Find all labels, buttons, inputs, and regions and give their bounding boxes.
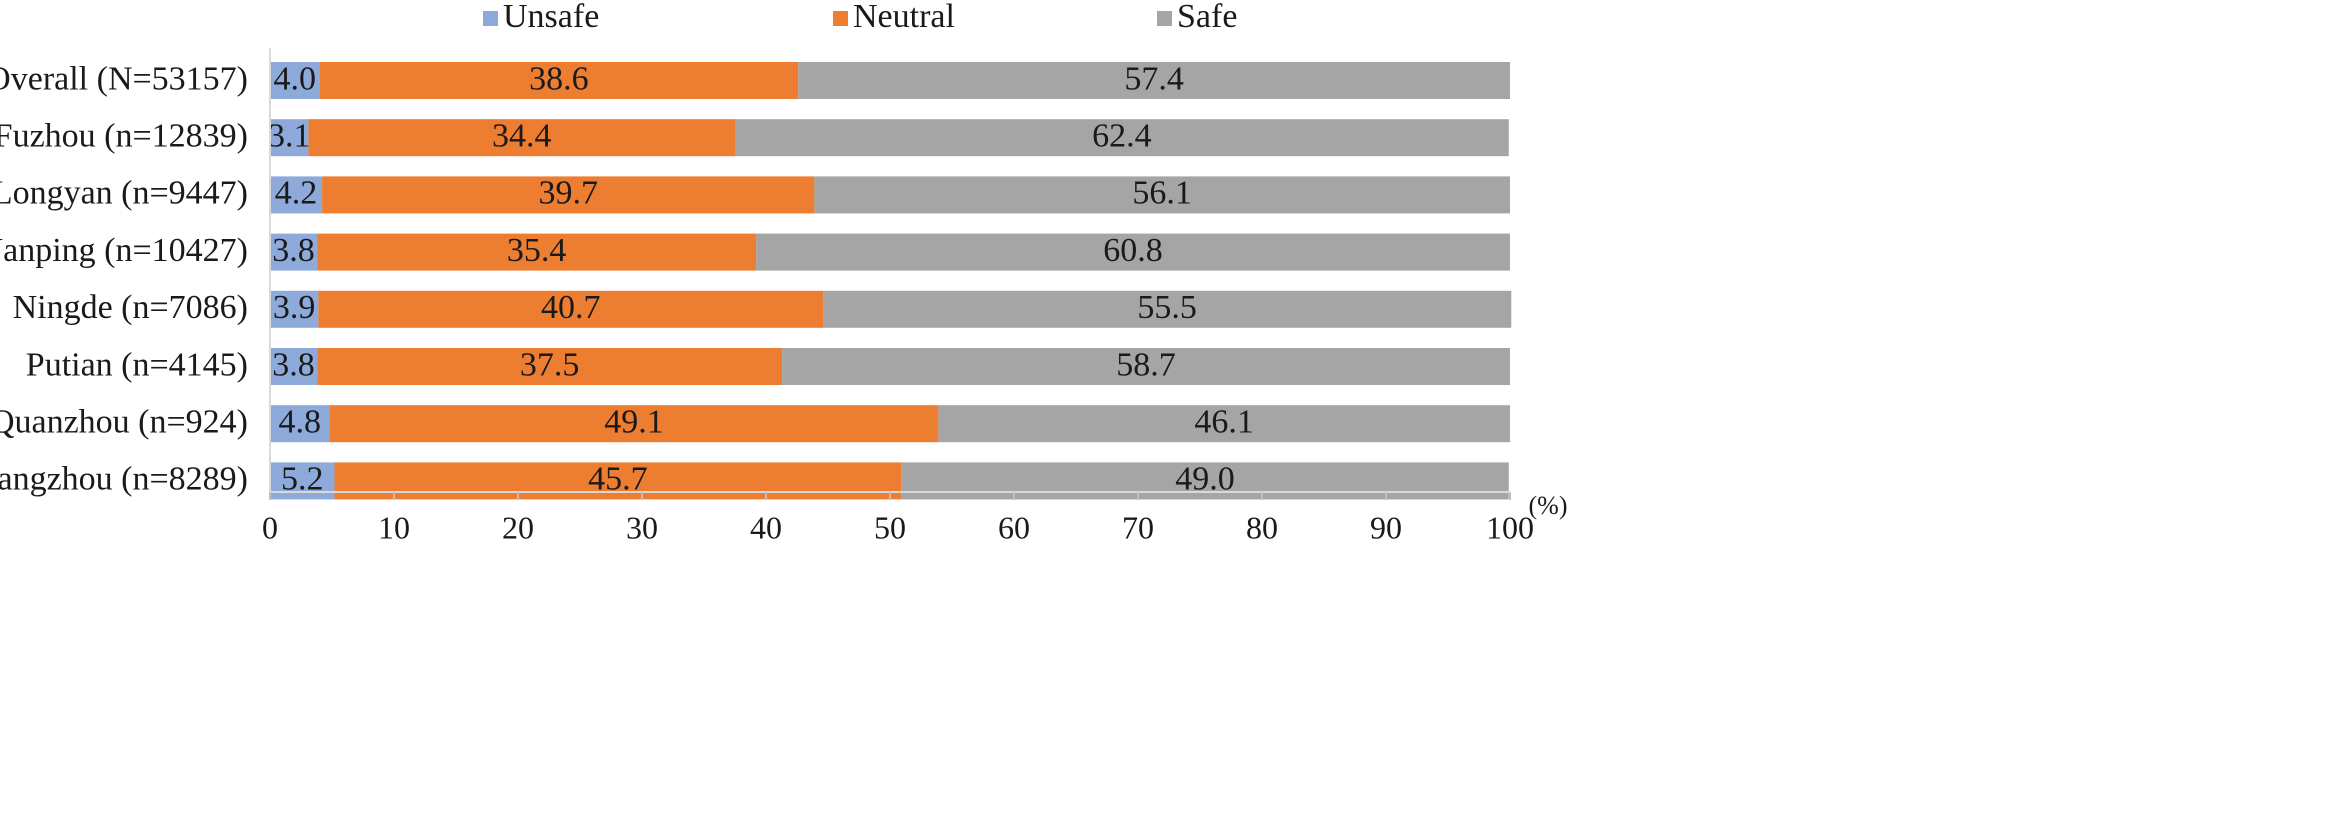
bar-segment-unsafe <box>270 405 330 443</box>
bar-segment-safe <box>814 176 1510 214</box>
x-tick-label: 90 <box>1370 509 1402 545</box>
category-label: Zhangzhou (n=8289) <box>0 461 248 498</box>
bar-segment-neutral <box>318 290 824 328</box>
data-label: 60.8 <box>1103 232 1163 269</box>
legend-item-safe: Safe <box>1157 0 1237 35</box>
bar-row: 3.1 34.4 62.4 <box>268 117 1509 157</box>
x-tick-label: 30 <box>626 509 658 545</box>
data-label: 3.9 <box>273 289 316 326</box>
x-tick-label: 0 <box>262 509 278 545</box>
category-label: Quanzhou (n=924) <box>0 403 248 440</box>
x-tick-label: 60 <box>998 509 1030 545</box>
category-label: Overall (N=53157) <box>0 60 248 97</box>
bar-segment-unsafe <box>270 119 309 157</box>
category-label: Fuzhou (n=12839) <box>0 117 248 154</box>
legend-label: Neutral <box>853 0 955 35</box>
bar-segment-safe <box>938 405 1510 443</box>
data-label: 58.7 <box>1116 346 1176 383</box>
x-tick-label: 70 <box>1122 509 1154 545</box>
x-tick-label: 50 <box>874 509 906 545</box>
data-label: 62.4 <box>1092 117 1152 154</box>
bar-segment-neutral <box>334 462 902 500</box>
data-label: 40.7 <box>541 289 601 326</box>
data-label: 39.7 <box>538 175 598 212</box>
legend-swatch <box>1157 11 1172 26</box>
data-label: 4.0 <box>274 60 317 97</box>
data-label: 3.1 <box>268 117 311 154</box>
bar-segment-neutral <box>319 62 799 99</box>
category-label: Nanping (n=10427) <box>0 232 248 269</box>
x-unit-label: (%) <box>1529 491 1568 520</box>
bar-segment-neutral <box>317 233 757 271</box>
legend-swatch <box>483 11 498 26</box>
bar-row: 5.2 45.7 49.0 <box>270 461 1509 500</box>
bar-segment-unsafe <box>270 176 323 214</box>
bar-segment-unsafe <box>270 462 335 500</box>
legend-label: Safe <box>1177 0 1237 35</box>
bar-segment-neutral <box>308 119 735 157</box>
bar-segment-safe <box>735 119 1509 157</box>
bar-segment-safe <box>823 290 1512 328</box>
category-labels: Overall (N=53157) Fuzhou (n=12839) Longyan… <box>0 60 248 497</box>
legend-item-neutral: Neutral <box>833 0 955 35</box>
data-label: 38.6 <box>529 60 589 97</box>
x-tick-label: 100 <box>1486 509 1534 545</box>
data-label: 49.1 <box>604 403 664 440</box>
category-label: Longyan (n=9447) <box>0 175 248 212</box>
bar-segment-safe <box>798 62 1510 99</box>
data-label: 35.4 <box>507 232 567 269</box>
x-tick-label: 10 <box>378 509 410 545</box>
bar-row: 4.0 38.6 57.4 <box>270 60 1510 99</box>
data-label: 3.8 <box>272 232 315 269</box>
x-tick-label: 40 <box>750 509 782 545</box>
legend-item-unsafe: Unsafe <box>483 0 599 35</box>
bar-segment-neutral <box>317 348 783 385</box>
data-label: 3.8 <box>272 346 315 383</box>
data-label: 57.4 <box>1124 60 1184 97</box>
bar-row: 3.8 37.5 58.7 <box>270 346 1510 385</box>
x-tick-label: 20 <box>502 509 534 545</box>
bar-row: 4.8 49.1 46.1 <box>270 403 1510 443</box>
data-label: 4.8 <box>279 403 322 440</box>
x-axis: 0 10 20 30 40 50 60 70 80 90 100(%) <box>262 48 1567 545</box>
bar-segment-neutral <box>322 176 815 214</box>
bar-segment-unsafe <box>270 233 318 271</box>
bar-segment-unsafe <box>270 290 319 328</box>
legend: Unsafe Neutral Safe <box>483 0 1237 35</box>
legend-label: Unsafe <box>503 0 599 35</box>
data-label: 34.4 <box>492 117 552 154</box>
bar-segment-safe <box>756 233 1510 271</box>
bar-segment-safe <box>901 462 1509 500</box>
category-label: Ningde (n=7086) <box>13 289 248 326</box>
bar-segment-safe <box>782 348 1510 385</box>
bar-segment-unsafe <box>270 348 318 385</box>
bar-segment-neutral <box>329 405 939 443</box>
data-label: 46.1 <box>1194 403 1254 440</box>
data-label: 55.5 <box>1137 289 1197 326</box>
bar-row: 4.2 39.7 56.1 <box>270 175 1510 214</box>
bar-row: 3.8 35.4 60.8 <box>270 232 1510 271</box>
bar-segment-unsafe <box>270 62 320 99</box>
category-label: Putian (n=4145) <box>26 346 248 383</box>
bar-row: 3.9 40.7 55.5 <box>270 289 1512 328</box>
legend-swatch <box>833 11 848 26</box>
data-label: 4.2 <box>275 175 318 212</box>
data-label: 37.5 <box>520 346 580 383</box>
x-tick-label: 80 <box>1246 509 1278 545</box>
bars-group: 4.0 38.6 57.4 3.1 34.4 62.4 4.2 39.7 56.1 3.8 35.4… <box>268 60 1512 500</box>
data-label: 56.1 <box>1132 175 1192 212</box>
